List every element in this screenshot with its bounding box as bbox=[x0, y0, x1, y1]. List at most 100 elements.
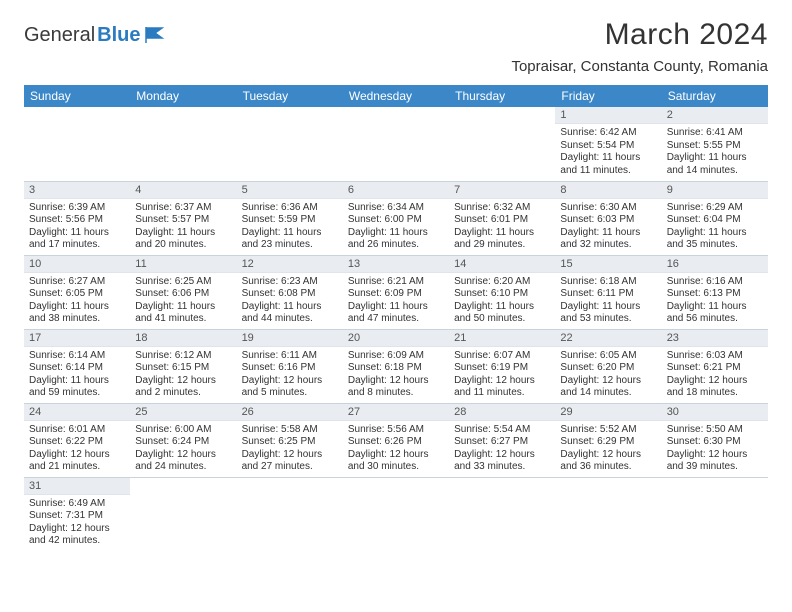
sunset-line: Sunset: 6:26 PM bbox=[348, 436, 444, 449]
day-body: Sunrise: 6:37 AMSunset: 5:57 PMDaylight:… bbox=[130, 199, 236, 255]
day-number: 29 bbox=[555, 404, 661, 421]
day-body: Sunrise: 6:16 AMSunset: 6:13 PMDaylight:… bbox=[662, 273, 768, 329]
day-body: Sunrise: 6:34 AMSunset: 6:00 PMDaylight:… bbox=[343, 199, 449, 255]
daylight-line: Daylight: 11 hours and 11 minutes. bbox=[560, 152, 656, 177]
sunrise-line: Sunrise: 5:54 AM bbox=[454, 424, 550, 437]
daylight-line: Daylight: 12 hours and 5 minutes. bbox=[242, 375, 338, 400]
day-body: Sunrise: 6:25 AMSunset: 6:06 PMDaylight:… bbox=[130, 273, 236, 329]
calendar-cell: 28Sunrise: 5:54 AMSunset: 6:27 PMDayligh… bbox=[449, 403, 555, 477]
sunrise-line: Sunrise: 6:09 AM bbox=[348, 350, 444, 363]
sunset-line: Sunset: 6:09 PM bbox=[348, 288, 444, 301]
day-number: 12 bbox=[237, 256, 343, 273]
sunrise-line: Sunrise: 6:18 AM bbox=[560, 276, 656, 289]
location: Topraisar, Constanta County, Romania bbox=[511, 58, 768, 75]
sunrise-line: Sunrise: 6:12 AM bbox=[135, 350, 231, 363]
sunset-line: Sunset: 6:21 PM bbox=[667, 362, 763, 375]
calendar-cell-empty bbox=[662, 477, 768, 551]
daylight-line: Daylight: 12 hours and 14 minutes. bbox=[560, 375, 656, 400]
calendar-row: 24Sunrise: 6:01 AMSunset: 6:22 PMDayligh… bbox=[24, 403, 768, 477]
sunrise-line: Sunrise: 5:56 AM bbox=[348, 424, 444, 437]
day-number: 14 bbox=[449, 256, 555, 273]
sunset-line: Sunset: 5:55 PM bbox=[667, 140, 763, 153]
flag-icon bbox=[145, 26, 167, 44]
sunrise-line: Sunrise: 6:05 AM bbox=[560, 350, 656, 363]
sunrise-line: Sunrise: 6:14 AM bbox=[29, 350, 125, 363]
daylight-line: Daylight: 11 hours and 53 minutes. bbox=[560, 301, 656, 326]
sunset-line: Sunset: 5:57 PM bbox=[135, 214, 231, 227]
calendar-cell-empty bbox=[449, 477, 555, 551]
day-body: Sunrise: 6:00 AMSunset: 6:24 PMDaylight:… bbox=[130, 421, 236, 477]
sunrise-line: Sunrise: 6:00 AM bbox=[135, 424, 231, 437]
day-body: Sunrise: 5:52 AMSunset: 6:29 PMDaylight:… bbox=[555, 421, 661, 477]
day-body: Sunrise: 6:39 AMSunset: 5:56 PMDaylight:… bbox=[24, 199, 130, 255]
calendar-cell: 12 Sunrise: 6:23 AMSunset: 6:08 PMDayligh… bbox=[237, 255, 343, 329]
sunrise-line: Sunrise: 6:01 AM bbox=[29, 424, 125, 437]
sunset-line: Sunset: 6:11 PM bbox=[560, 288, 656, 301]
weekday-header-row: SundayMondayTuesdayWednesdayThursdayFrid… bbox=[24, 85, 768, 107]
sunrise-line: Sunrise: 6:03 AM bbox=[667, 350, 763, 363]
daylight-line: Daylight: 11 hours and 23 minutes. bbox=[242, 227, 338, 252]
calendar-cell: 24Sunrise: 6:01 AMSunset: 6:22 PMDayligh… bbox=[24, 403, 130, 477]
daylight-line: Daylight: 11 hours and 29 minutes. bbox=[454, 227, 550, 252]
daylight-line: Daylight: 11 hours and 20 minutes. bbox=[135, 227, 231, 252]
day-number: 21 bbox=[449, 330, 555, 347]
sunset-line: Sunset: 6:00 PM bbox=[348, 214, 444, 227]
sunset-line: Sunset: 6:14 PM bbox=[29, 362, 125, 375]
sunset-line: Sunset: 6:15 PM bbox=[135, 362, 231, 375]
day-number: 1 bbox=[555, 107, 661, 124]
sunrise-line: Sunrise: 5:58 AM bbox=[242, 424, 338, 437]
daylight-line: Daylight: 11 hours and 50 minutes. bbox=[454, 301, 550, 326]
sunset-line: Sunset: 6:08 PM bbox=[242, 288, 338, 301]
sunset-line: Sunset: 6:30 PM bbox=[667, 436, 763, 449]
daylight-line: Daylight: 12 hours and 39 minutes. bbox=[667, 449, 763, 474]
day-number: 8 bbox=[555, 182, 661, 199]
sunset-line: Sunset: 6:06 PM bbox=[135, 288, 231, 301]
day-body: Sunrise: 6:42 AMSunset: 5:54 PMDaylight:… bbox=[555, 124, 661, 180]
calendar-row: 10Sunrise: 6:27 AMSunset: 6:05 PMDayligh… bbox=[24, 255, 768, 329]
calendar-cell: 31Sunrise: 6:49 AMSunset: 7:31 PMDayligh… bbox=[24, 477, 130, 551]
daylight-line: Daylight: 12 hours and 42 minutes. bbox=[29, 523, 125, 548]
day-body: Sunrise: 6:18 AMSunset: 6:11 PMDaylight:… bbox=[555, 273, 661, 329]
sunrise-line: Sunrise: 5:50 AM bbox=[667, 424, 763, 437]
day-number: 28 bbox=[449, 404, 555, 421]
header: GeneralBlue March 2024 Topraisar, Consta… bbox=[24, 18, 768, 75]
day-number: 9 bbox=[662, 182, 768, 199]
sunrise-line: Sunrise: 6:23 AM bbox=[242, 276, 338, 289]
daylight-line: Daylight: 11 hours and 41 minutes. bbox=[135, 301, 231, 326]
calendar-cell-empty bbox=[24, 107, 130, 181]
calendar-cell: 8Sunrise: 6:30 AMSunset: 6:03 PMDaylight… bbox=[555, 181, 661, 255]
brand-logo: GeneralBlue bbox=[24, 18, 167, 47]
day-number: 13 bbox=[343, 256, 449, 273]
day-body: Sunrise: 6:07 AMSunset: 6:19 PMDaylight:… bbox=[449, 347, 555, 403]
day-number: 2 bbox=[662, 107, 768, 124]
sunset-line: Sunset: 6:19 PM bbox=[454, 362, 550, 375]
sunrise-line: Sunrise: 6:42 AM bbox=[560, 127, 656, 140]
calendar-cell: 9Sunrise: 6:29 AMSunset: 6:04 PMDaylight… bbox=[662, 181, 768, 255]
sunset-line: Sunset: 6:05 PM bbox=[29, 288, 125, 301]
daylight-line: Daylight: 11 hours and 14 minutes. bbox=[667, 152, 763, 177]
day-number: 17 bbox=[24, 330, 130, 347]
sunrise-line: Sunrise: 6:41 AM bbox=[667, 127, 763, 140]
day-body: Sunrise: 6:03 AMSunset: 6:21 PMDaylight:… bbox=[662, 347, 768, 403]
daylight-line: Daylight: 12 hours and 24 minutes. bbox=[135, 449, 231, 474]
weekday-header: Sunday bbox=[24, 85, 130, 107]
day-number: 15 bbox=[555, 256, 661, 273]
daylight-line: Daylight: 11 hours and 26 minutes. bbox=[348, 227, 444, 252]
day-number: 27 bbox=[343, 404, 449, 421]
day-number: 26 bbox=[237, 404, 343, 421]
daylight-line: Daylight: 12 hours and 11 minutes. bbox=[454, 375, 550, 400]
sunrise-line: Sunrise: 6:49 AM bbox=[29, 498, 125, 511]
calendar-table: SundayMondayTuesdayWednesdayThursdayFrid… bbox=[24, 85, 768, 551]
day-body: Sunrise: 6:14 AMSunset: 6:14 PMDaylight:… bbox=[24, 347, 130, 403]
sunset-line: Sunset: 6:20 PM bbox=[560, 362, 656, 375]
daylight-line: Daylight: 11 hours and 44 minutes. bbox=[242, 301, 338, 326]
calendar-cell: 29Sunrise: 5:52 AMSunset: 6:29 PMDayligh… bbox=[555, 403, 661, 477]
day-body: Sunrise: 6:09 AMSunset: 6:18 PMDaylight:… bbox=[343, 347, 449, 403]
day-body: Sunrise: 5:50 AMSunset: 6:30 PMDaylight:… bbox=[662, 421, 768, 477]
day-number: 22 bbox=[555, 330, 661, 347]
sunset-line: Sunset: 6:04 PM bbox=[667, 214, 763, 227]
sunrise-line: Sunrise: 5:52 AM bbox=[560, 424, 656, 437]
sunset-line: Sunset: 6:13 PM bbox=[667, 288, 763, 301]
day-body: Sunrise: 6:41 AMSunset: 5:55 PMDaylight:… bbox=[662, 124, 768, 180]
calendar-cell: 15Sunrise: 6:18 AMSunset: 6:11 PMDayligh… bbox=[555, 255, 661, 329]
